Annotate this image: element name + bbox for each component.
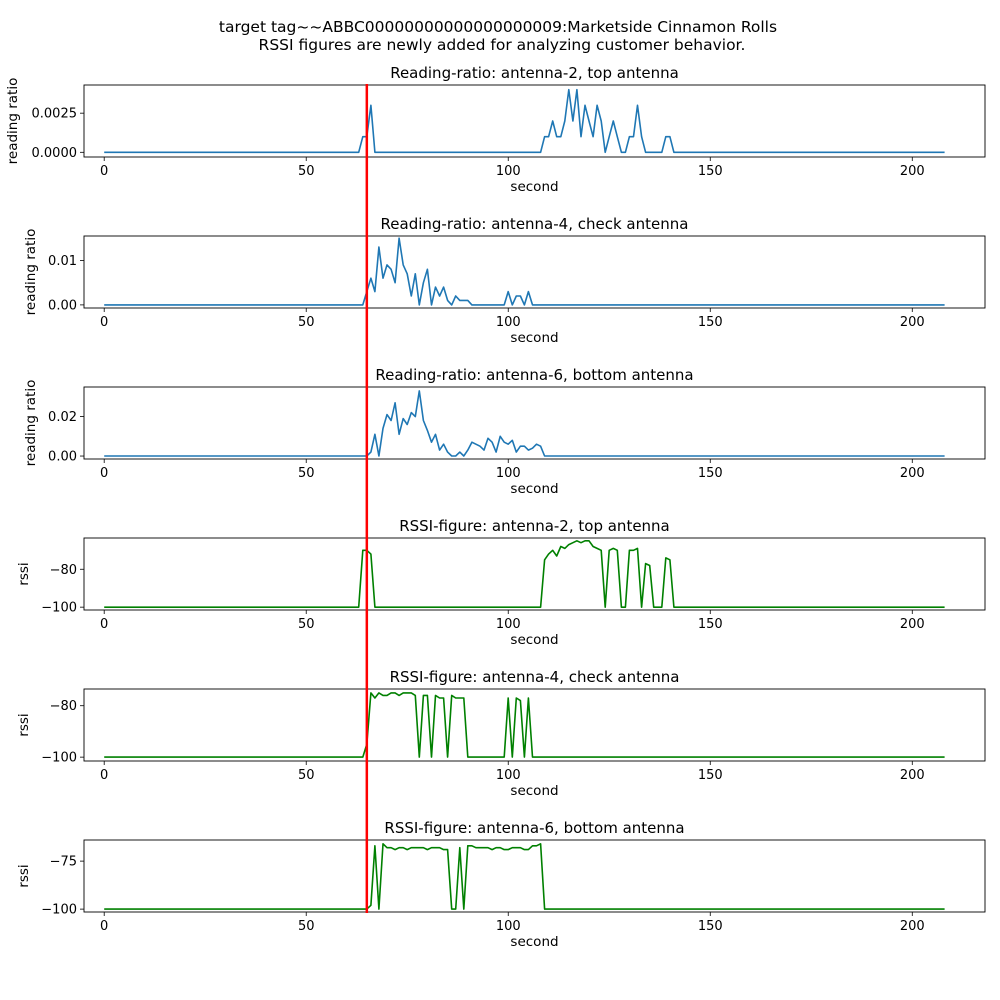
y-axis-label: reading ratio — [23, 229, 39, 316]
y-axis-label: reading ratio — [5, 78, 21, 165]
x-tick-label: 0 — [100, 919, 108, 934]
x-tick-label: 200 — [900, 466, 925, 481]
plot-frame — [83, 386, 986, 460]
x-tick-label: 50 — [298, 315, 315, 330]
x-tick-label: 0 — [100, 466, 108, 481]
x-axis-label: second — [510, 330, 558, 346]
figure-suptitle-line1: target tag~~ABBC00000000000000000009:Mar… — [219, 18, 777, 36]
x-tick-label: 150 — [698, 919, 723, 934]
subplot-6: RSSI-figure: antenna-6, bottom antenna 0 5… — [16, 819, 986, 950]
series-line — [104, 539, 945, 609]
y-tick-label: −80 — [50, 699, 77, 714]
subplot-panels: Reading-ratio: antenna-2, top antenna 0 50… — [5, 64, 986, 950]
y-axis-label: rssi — [16, 562, 32, 585]
subplot-title: RSSI-figure: antenna-2, top antenna — [399, 517, 670, 535]
x-tick-label: 50 — [298, 768, 315, 783]
x-axis-label: second — [510, 632, 558, 648]
subplot-5: RSSI-figure: antenna-4, check antenna 0 50… — [16, 668, 986, 799]
x-tick-label: 100 — [496, 466, 521, 481]
x-tick-label: 200 — [900, 919, 925, 934]
x-tick-label: 0 — [100, 768, 108, 783]
subplot-1: Reading-ratio: antenna-2, top antenna 0 50… — [5, 64, 986, 195]
series-line — [104, 390, 945, 457]
x-tick-label: 150 — [698, 617, 723, 632]
subplot-title: Reading-ratio: antenna-6, bottom antenna — [375, 366, 693, 384]
x-tick-label: 0 — [100, 617, 108, 632]
y-axis-label: reading ratio — [23, 380, 39, 467]
subplot-2: Reading-ratio: antenna-4, check antenna 0… — [23, 215, 986, 346]
plot-frame — [83, 235, 986, 309]
subplot-title: Reading-ratio: antenna-4, check antenna — [381, 215, 689, 233]
x-tick-label: 50 — [298, 466, 315, 481]
y-tick-label: −100 — [41, 751, 77, 766]
x-tick-label: 200 — [900, 768, 925, 783]
x-tick-label: 0 — [100, 315, 108, 330]
x-tick-label: 200 — [900, 617, 925, 632]
x-axis-label: second — [510, 179, 558, 195]
x-tick-label: 50 — [298, 164, 315, 179]
subplot-3: Reading-ratio: antenna-6, bottom antenna… — [23, 366, 986, 497]
y-tick-label: −100 — [41, 903, 77, 918]
x-tick-label: 150 — [698, 768, 723, 783]
x-tick-label: 200 — [900, 315, 925, 330]
x-tick-label: 150 — [698, 466, 723, 481]
x-tick-label: 0 — [100, 164, 108, 179]
x-axis-label: second — [510, 934, 558, 950]
subplot-title: RSSI-figure: antenna-4, check antenna — [390, 668, 680, 686]
x-tick-label: 100 — [496, 768, 521, 783]
y-tick-label: −100 — [41, 601, 77, 616]
series-line — [104, 88, 945, 154]
x-axis-label: second — [510, 481, 558, 497]
x-tick-label: 50 — [298, 919, 315, 934]
x-tick-label: 150 — [698, 315, 723, 330]
y-tick-label: 0.02 — [48, 410, 77, 425]
subplot-title: Reading-ratio: antenna-2, top antenna — [390, 64, 679, 82]
y-tick-label: 0.00 — [48, 450, 77, 465]
y-axis-label: rssi — [16, 713, 32, 736]
y-tick-label: 0.0025 — [32, 107, 78, 122]
y-tick-label: 0.0000 — [32, 146, 78, 161]
x-tick-label: 200 — [900, 164, 925, 179]
x-tick-label: 50 — [298, 617, 315, 632]
subplot-title: RSSI-figure: antenna-6, bottom antenna — [384, 819, 684, 837]
x-tick-label: 100 — [496, 617, 521, 632]
x-tick-label: 100 — [496, 315, 521, 330]
subplot-4: RSSI-figure: antenna-2, top antenna 0 50 10… — [16, 517, 986, 648]
figure-suptitle-line2: RSSI figures are newly added for analyzi… — [259, 36, 746, 54]
plot-frame — [83, 537, 986, 611]
y-tick-label: 0.01 — [48, 254, 77, 269]
plot-frame — [83, 839, 986, 913]
x-tick-label: 100 — [496, 164, 521, 179]
x-tick-label: 100 — [496, 919, 521, 934]
x-tick-label: 150 — [698, 164, 723, 179]
y-tick-label: −80 — [50, 563, 77, 578]
plot-frame — [83, 84, 986, 158]
y-tick-label: 0.00 — [48, 298, 77, 313]
series-line — [104, 842, 945, 910]
plot-frame — [83, 688, 986, 762]
x-axis-label: second — [510, 783, 558, 799]
y-tick-label: −75 — [50, 855, 77, 870]
series-line — [104, 237, 945, 306]
y-axis-label: rssi — [16, 864, 32, 887]
series-line — [104, 692, 945, 758]
